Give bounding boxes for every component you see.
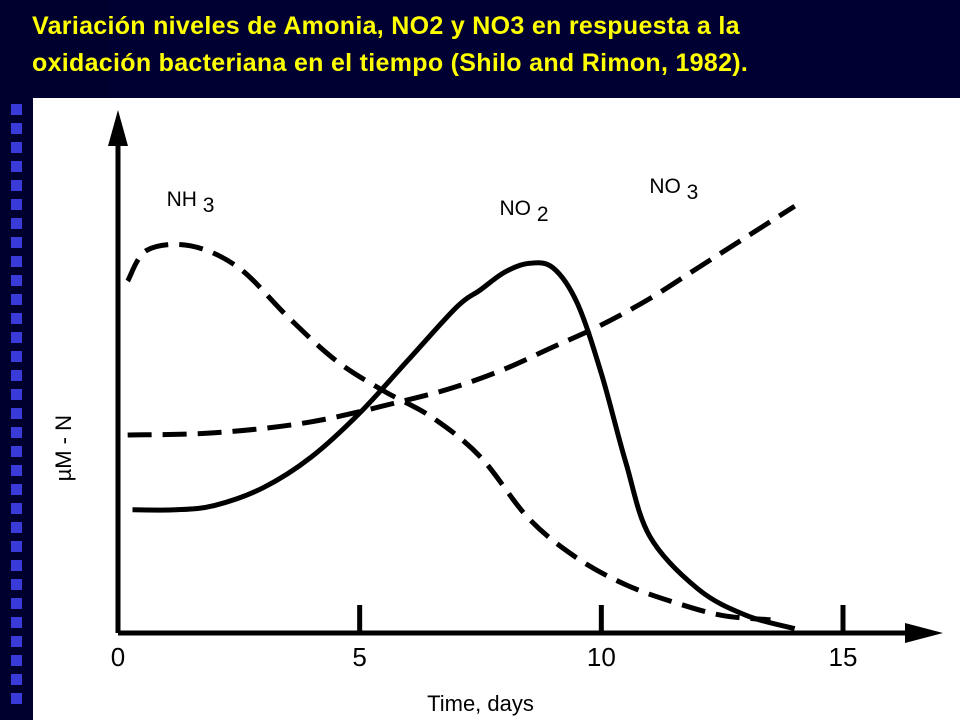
decorative-square: [11, 674, 22, 685]
x-axis-arrowhead: [905, 623, 943, 643]
decorative-square: [11, 123, 22, 134]
decorative-square: [11, 579, 22, 590]
decorative-square: [11, 161, 22, 172]
series-label-no2: NO 2: [499, 197, 548, 226]
decorative-square: [11, 256, 22, 267]
decorative-square: [11, 180, 22, 191]
series-label-sub-nh3: 3: [203, 194, 215, 217]
decorative-square: [11, 351, 22, 362]
decorative-square: [11, 218, 22, 229]
decorative-square: [11, 693, 22, 704]
decorative-square: [11, 446, 22, 457]
series-line-no3: [127, 204, 797, 438]
decorative-square: [11, 484, 22, 495]
series-label-sub-no3: 3: [687, 181, 699, 204]
series-label-main-nh3: NH: [167, 188, 203, 211]
x-tick-label: 0: [111, 642, 125, 672]
series-label-nh3: NH 3: [167, 188, 215, 217]
decorative-square-strip: [0, 0, 33, 720]
series-label-no3: NO 3: [649, 175, 698, 204]
decorative-square: [11, 104, 22, 115]
decorative-square: [11, 541, 22, 552]
x-tick-label: 5: [352, 642, 366, 672]
decorative-square: [11, 427, 22, 438]
decorative-square: [11, 275, 22, 286]
decorative-square: [11, 408, 22, 419]
decorative-square: [11, 655, 22, 666]
decorative-square: [11, 199, 22, 210]
decorative-square: [11, 522, 22, 533]
y-axis-label: µM - N: [51, 415, 76, 481]
slide-title-line-2: oxidación bacteriana en el tiempo (Shilo…: [32, 49, 749, 77]
decorative-square: [11, 142, 22, 153]
decorative-square: [11, 389, 22, 400]
slide-title-line-1: Variación niveles de Amonia, NO2 y NO3 e…: [32, 12, 740, 40]
chart-panel: 0 5 10 15 Time, days µM - N NH 3 NO 2 NO 3: [33, 98, 960, 720]
decorative-square: [11, 313, 22, 324]
decorative-square: [11, 617, 22, 628]
y-axis-arrowhead: [108, 110, 128, 146]
x-tick-label: 10: [587, 642, 616, 672]
slide-title: Variación niveles de Amonia, NO2 y NO3 e…: [32, 8, 952, 82]
decorative-square: [11, 636, 22, 647]
decorative-square: [11, 237, 22, 248]
decorative-square: [11, 294, 22, 305]
series-label-sub-no2: 2: [537, 203, 549, 226]
series-line-nh3: [125, 241, 771, 623]
decorative-square: [11, 465, 22, 476]
decorative-square: [11, 503, 22, 514]
series-line-no2: [132, 260, 796, 632]
decorative-square: [11, 370, 22, 381]
series-label-main-no3: NO: [649, 175, 686, 198]
x-tick-label: 15: [829, 642, 858, 672]
decorative-square: [11, 560, 22, 571]
title-band: [110, 0, 960, 100]
decorative-square: [11, 598, 22, 609]
decorative-square: [11, 332, 22, 343]
x-axis-label: Time, days: [427, 691, 534, 716]
series-label-main-no2: NO: [499, 197, 536, 220]
